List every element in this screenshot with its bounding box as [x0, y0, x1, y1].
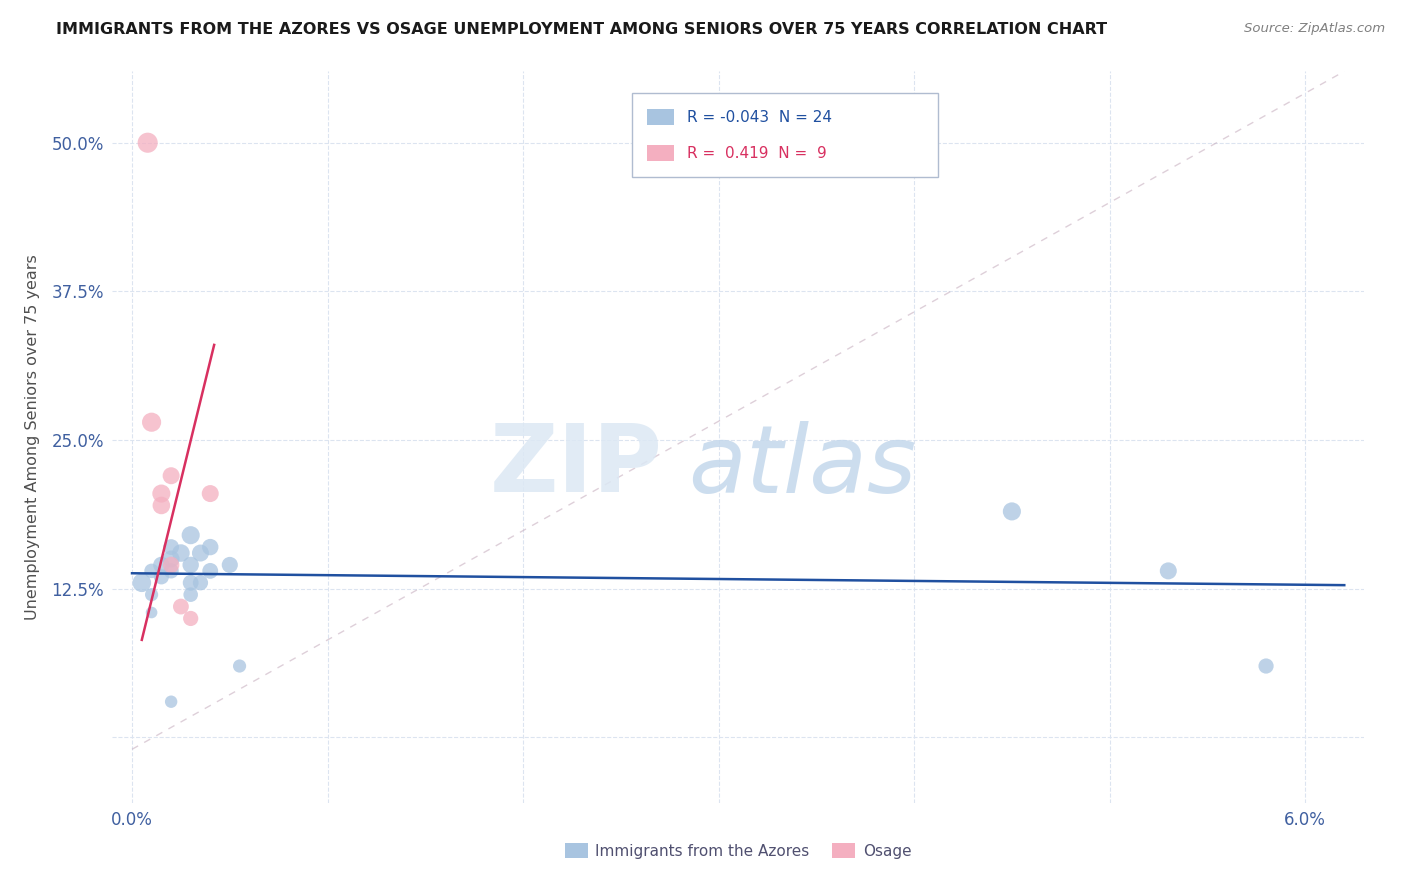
Text: Source: ZipAtlas.com: Source: ZipAtlas.com: [1244, 22, 1385, 36]
Point: [200, 486, 222, 500]
Point: [141, 588, 163, 602]
Point: [160, 468, 183, 483]
Point: [190, 575, 212, 590]
FancyBboxPatch shape: [647, 145, 675, 161]
Point: [150, 499, 173, 513]
Point: [1001, 504, 1024, 518]
Point: [160, 552, 183, 566]
Point: [200, 564, 222, 578]
Point: [180, 575, 202, 590]
Point: [218, 558, 240, 572]
Y-axis label: Unemployment Among Seniors over 75 years: Unemployment Among Seniors over 75 years: [25, 254, 41, 620]
Text: atlas: atlas: [688, 421, 917, 512]
Point: [141, 415, 163, 429]
Point: [170, 599, 193, 614]
Point: [180, 588, 202, 602]
Point: [170, 546, 193, 560]
Point: [131, 575, 153, 590]
Point: [180, 611, 202, 625]
Point: [160, 540, 183, 554]
Text: ZIP: ZIP: [491, 420, 664, 512]
Text: R =  0.419  N =  9: R = 0.419 N = 9: [688, 145, 827, 161]
Point: [180, 528, 202, 542]
Point: [200, 540, 222, 554]
Text: R = -0.043  N = 24: R = -0.043 N = 24: [688, 110, 832, 125]
Point: [136, 136, 159, 150]
Point: [141, 606, 163, 620]
Point: [141, 564, 163, 578]
Point: [228, 659, 250, 673]
FancyBboxPatch shape: [647, 110, 675, 126]
Point: [190, 546, 212, 560]
Point: [150, 486, 173, 500]
Point: [1254, 659, 1277, 673]
Point: [160, 695, 183, 709]
Point: [150, 558, 173, 572]
Point: [150, 570, 173, 584]
Point: [160, 558, 183, 572]
Text: IMMIGRANTS FROM THE AZORES VS OSAGE UNEMPLOYMENT AMONG SENIORS OVER 75 YEARS COR: IMMIGRANTS FROM THE AZORES VS OSAGE UNEM…: [56, 22, 1108, 37]
Point: [160, 564, 183, 578]
Point: [1157, 564, 1180, 578]
Point: [180, 558, 202, 572]
FancyBboxPatch shape: [631, 94, 938, 178]
Legend: Immigrants from the Azores, Osage: Immigrants from the Azores, Osage: [558, 837, 918, 864]
